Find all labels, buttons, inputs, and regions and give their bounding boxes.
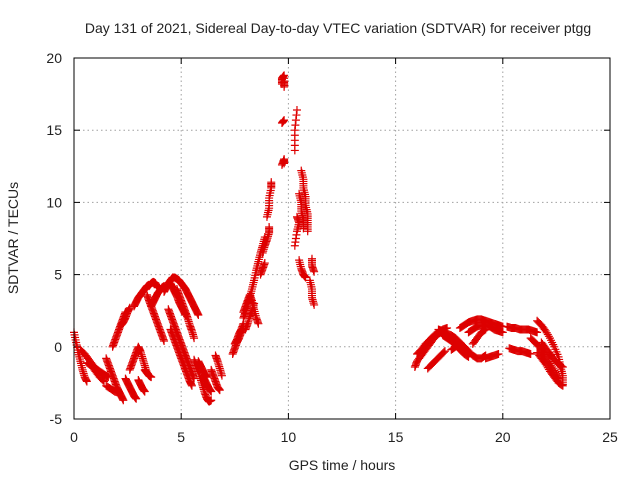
data-point: [119, 396, 128, 405]
data-point: [481, 325, 490, 334]
data-point: [98, 376, 107, 385]
data-point: [260, 259, 269, 268]
data-point: [215, 386, 224, 395]
data-point: [310, 267, 319, 276]
y-tick-label: 15: [46, 122, 62, 138]
data-point: [250, 299, 259, 308]
data-point: [280, 159, 289, 168]
data-point: [125, 303, 134, 312]
plot-frame: [73, 57, 611, 420]
y-tick-label: 0: [54, 339, 62, 355]
x-tick-label: 0: [70, 429, 78, 445]
data-point: [292, 105, 301, 114]
data-point: [160, 337, 169, 346]
data-point: [557, 362, 566, 371]
x-tick-label: 15: [388, 429, 404, 445]
x-tick-label: 20: [495, 429, 511, 445]
x-tick-label: 5: [177, 429, 185, 445]
data-point: [82, 377, 91, 386]
data-point: [132, 394, 141, 403]
data-point: [439, 348, 448, 357]
data-point: [498, 328, 507, 337]
y-tick-label: 5: [54, 267, 62, 283]
data-point: [301, 273, 310, 282]
data-point: [217, 371, 226, 380]
data-point: [440, 347, 449, 356]
data-point: [194, 311, 203, 320]
data-point: [265, 222, 274, 231]
data-point: [303, 227, 312, 236]
data-point: [310, 300, 319, 309]
data-point: [207, 396, 216, 405]
data-point: [299, 224, 308, 233]
data-point: [464, 352, 473, 361]
data-point: [267, 178, 276, 187]
data-point: [494, 350, 503, 359]
data-point: [140, 387, 149, 396]
data-point: [254, 319, 263, 328]
grid-lines: [74, 58, 610, 419]
data-point: [115, 389, 124, 398]
y-tick-label: 20: [46, 50, 62, 66]
data-point: [526, 350, 535, 359]
y-tick-label: 10: [46, 194, 62, 210]
data-point: [280, 77, 289, 86]
data-point: [480, 326, 489, 335]
data-point: [100, 377, 109, 386]
y-axis-label: SDTVAR / TECUs: [5, 182, 21, 294]
chart-title: Day 131 of 2021, Sidereal Day-to-day VTE…: [85, 20, 591, 36]
x-tick-label: 10: [281, 429, 297, 445]
data-point: [280, 116, 289, 125]
data-point: [463, 352, 472, 361]
data-point: [190, 334, 199, 343]
data-point: [533, 328, 542, 337]
data-point: [207, 387, 216, 396]
data-point: [557, 381, 566, 390]
y-tick-label: -5: [50, 411, 63, 427]
data-point: [290, 241, 299, 250]
data-point: [558, 381, 567, 390]
x-tick-label: 25: [602, 429, 618, 445]
data-point: [558, 363, 567, 372]
x-axis-label: GPS time / hours: [289, 457, 396, 473]
data-point: [147, 373, 156, 382]
data-point: [460, 342, 469, 351]
data-point: [187, 381, 196, 390]
data-point: [153, 283, 162, 292]
data-points: [70, 71, 567, 406]
